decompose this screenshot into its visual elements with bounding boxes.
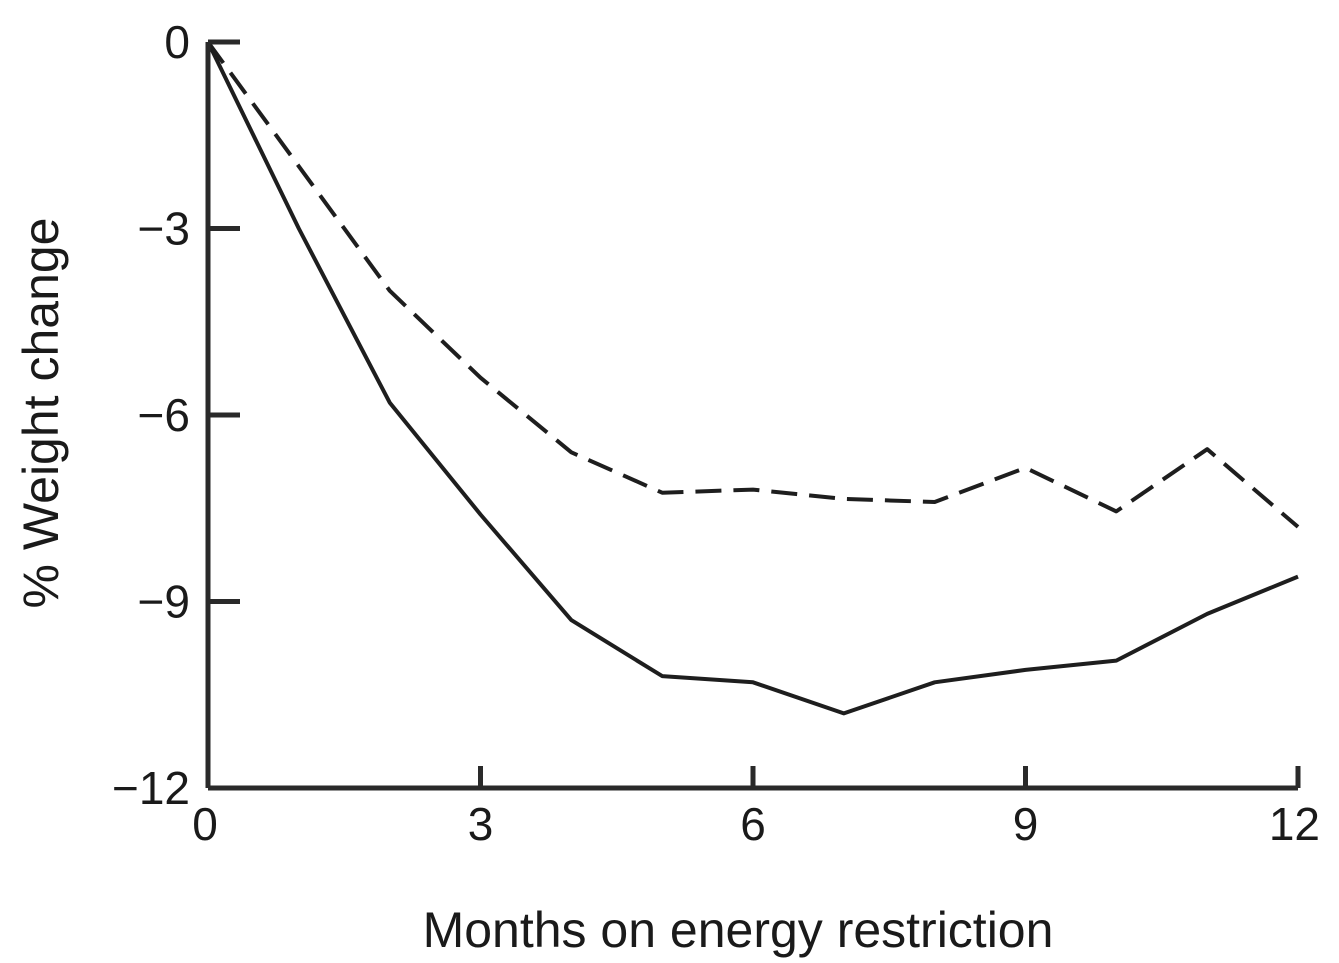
y-tick-label: 0 [164,16,190,68]
y-axis-title: % Weight change [13,218,69,609]
x-tick-label: 0 [192,798,218,850]
series-line-dashed [206,40,1300,529]
ticks-layer [205,39,1301,791]
x-tick-label: 9 [1013,798,1039,850]
y-tick-label: −3 [138,203,190,255]
series-layer [206,40,1300,716]
x-tick-label: 12 [1269,798,1320,850]
y-tick-label: −12 [112,762,190,814]
y-tick-label: −9 [138,576,190,628]
x-axis-title: Months on energy restriction [423,902,1054,958]
x-tick-label: 3 [468,798,494,850]
x-tick-label: 6 [740,798,766,850]
y-tick-label: −6 [138,389,190,441]
series-line-solid [206,41,1299,716]
axes-layer [205,42,1298,791]
labels-layer: 0−3−6−9−120 3 6 9 12 [112,16,1320,850]
